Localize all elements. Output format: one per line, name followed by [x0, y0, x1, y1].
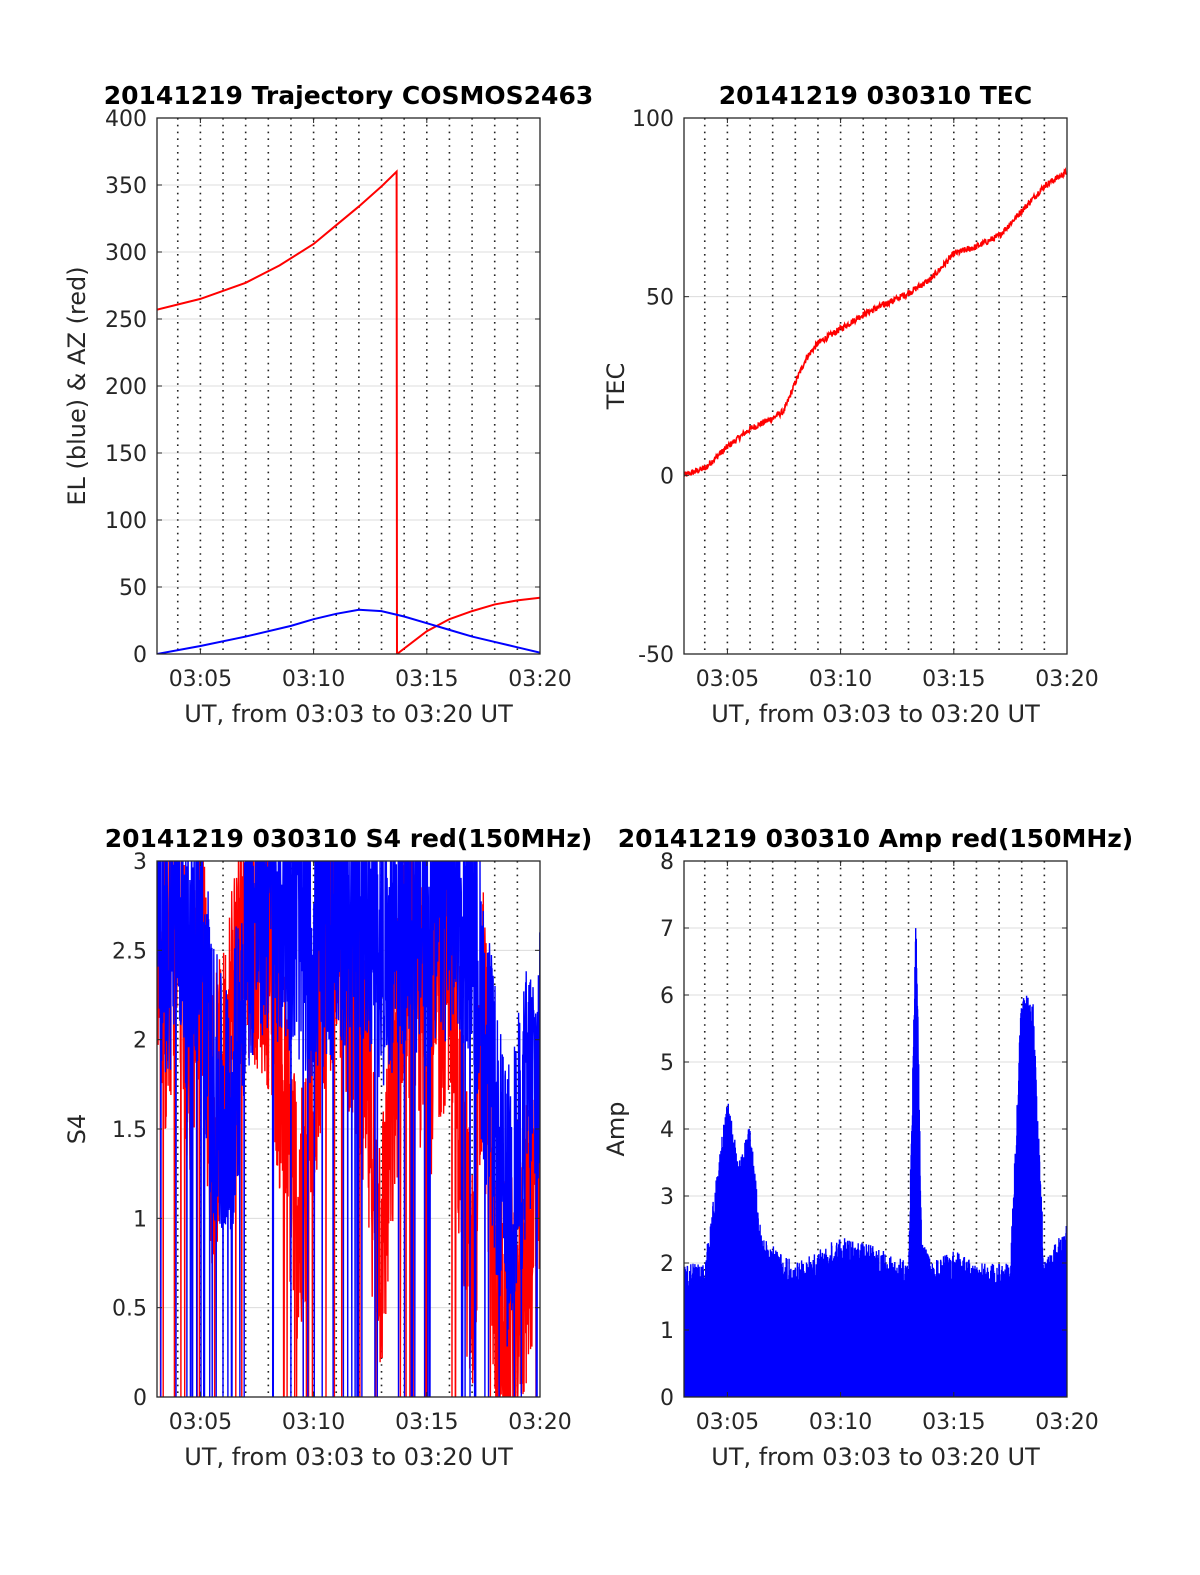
y-tick-label: 200 [105, 375, 147, 400]
y-tick-label: 50 [119, 576, 147, 601]
y-tick-label: 100 [632, 107, 674, 132]
chart-panel-1: 0 50 100 150 200 250 300 350 400 03:05 03:10 03:15 0… [63, 81, 593, 728]
x-tick-label: 03:20 [1035, 667, 1098, 692]
y-tick-label: 2 [660, 1252, 674, 1277]
x-tick-label: 03:05 [169, 1410, 232, 1435]
x-tick-label: 03:15 [922, 1410, 985, 1435]
x-tick-label: 03:05 [696, 1410, 759, 1435]
y-axis-label: S4 [63, 1114, 91, 1145]
chart-title: 20141219 Trajectory COSMOS2463 [104, 81, 594, 110]
chart-panel-4: 0 1 2 3 4 5 6 7 8 03:05 03:10 03:15 03:20 20141219 03… [602, 824, 1133, 1471]
series-line-2 [157, 608, 540, 654]
series-group [157, 169, 540, 654]
x-axis-label: UT, from 03:03 to 03:20 UT [184, 700, 513, 728]
x-axis-label: UT, from 03:03 to 03:20 UT [711, 1443, 1040, 1471]
x-tick-label: 03:15 [395, 667, 458, 692]
y-tick-label: 300 [105, 241, 147, 266]
y-tick-label: 0 [660, 1386, 674, 1411]
y-tick-label: 8 [660, 850, 674, 875]
x-tick-label: 03:20 [508, 1410, 571, 1435]
axes-box [683, 117, 1068, 655]
x-axis-label: UT, from 03:03 to 03:20 UT [711, 700, 1040, 728]
y-tick-label: 1.5 [112, 1118, 147, 1143]
y-tick-label: 400 [105, 107, 147, 132]
x-tick-label: 03:10 [282, 667, 345, 692]
y-tick-label: 150 [105, 442, 147, 467]
y-tick-label: 50 [646, 286, 674, 311]
y-tick-label: 0 [660, 464, 674, 489]
y-tick-label: 3 [133, 850, 147, 875]
series-line-2 [157, 861, 540, 1397]
x-tick-label: 03:20 [1035, 1410, 1098, 1435]
y-tick-label: 0 [133, 643, 147, 668]
series-group [684, 167, 1067, 477]
y-tick-label: 250 [105, 308, 147, 333]
x-tick-label: 03:10 [809, 1410, 872, 1435]
y-tick-label: 100 [105, 509, 147, 534]
series-line-1 [684, 928, 1067, 1397]
y-tick-label: 3 [660, 1185, 674, 1210]
series-line-1 [157, 169, 540, 654]
y-tick-label: 6 [660, 984, 674, 1009]
x-tick-label: 03:15 [395, 1410, 458, 1435]
x-tick-label: 03:05 [169, 667, 232, 692]
y-tick-label: 5 [660, 1051, 674, 1076]
x-tick-label: 03:20 [508, 667, 571, 692]
series-group [157, 861, 540, 1397]
x-tick-label: 03:05 [696, 667, 759, 692]
chart-title: 20141219 030310 S4 red(150MHz) [105, 824, 593, 853]
y-tick-label: 1 [133, 1207, 147, 1232]
y-tick-label: 7 [660, 917, 674, 942]
chart-title: 20141219 030310 TEC [719, 81, 1032, 110]
x-tick-label: 03:15 [922, 667, 985, 692]
y-tick-label: 1 [660, 1319, 674, 1344]
series-group [684, 928, 1067, 1397]
chart-title: 20141219 030310 Amp red(150MHz) [618, 824, 1134, 853]
y-tick-label: 4 [660, 1118, 674, 1143]
y-tick-label: 0 [133, 1386, 147, 1411]
y-axis-label: EL (blue) & AZ (red) [63, 266, 91, 505]
y-tick-label: -50 [638, 643, 674, 668]
y-tick-label: 2 [133, 1029, 147, 1054]
x-tick-label: 03:10 [282, 1410, 345, 1435]
y-tick-label: 350 [105, 174, 147, 199]
y-axis-label: Amp [602, 1101, 630, 1156]
y-tick-label: 0.5 [112, 1297, 147, 1322]
y-axis-label: TEC [602, 363, 630, 411]
x-tick-label: 03:10 [809, 667, 872, 692]
series-line-1 [684, 167, 1067, 477]
y-tick-label: 2.5 [112, 939, 147, 964]
chart-panel-3: 0 0.5 1 1.5 2 2.5 3 03:05 03:10 03:15 03:20 2014121… [63, 824, 592, 1471]
x-axis-label: UT, from 03:03 to 03:20 UT [184, 1443, 513, 1471]
chart-panel-2: -50 0 50 100 03:05 03:10 03:15 03:20 20141219 03… [602, 81, 1099, 728]
